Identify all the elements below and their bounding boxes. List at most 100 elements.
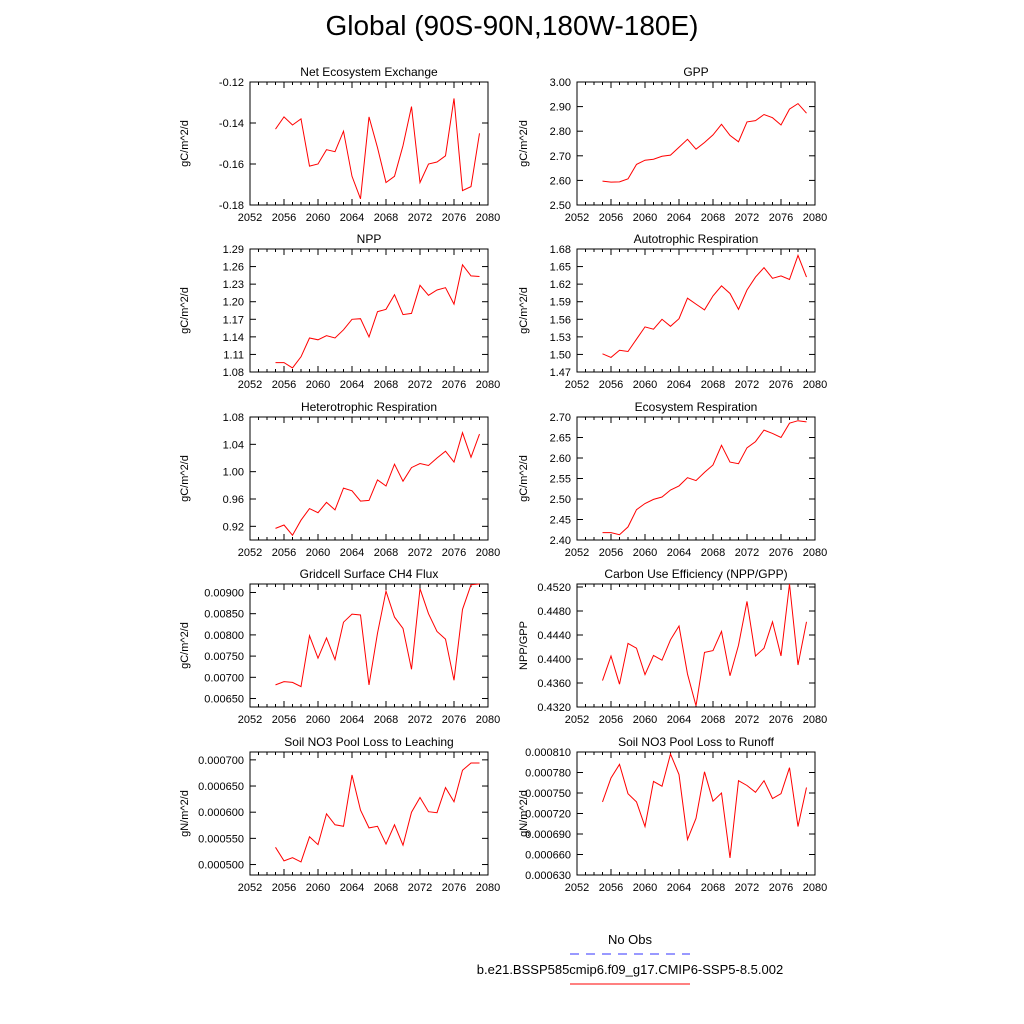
y-tick-label: 0.000780: [525, 768, 571, 780]
y-tick-label: 0.000630: [525, 870, 571, 882]
plot-frame: [249, 81, 489, 206]
x-tick-label: 2068: [374, 882, 398, 894]
chart-title: GPP: [683, 65, 708, 79]
chart-title: Heterotrophic Respiration: [301, 400, 437, 414]
plot-frame: [249, 416, 489, 541]
x-tick-label: 2052: [565, 714, 589, 726]
plot-frame: [249, 751, 489, 876]
y-tick-label: 0.00800: [204, 630, 244, 642]
x-tick-label: 2064: [340, 379, 364, 391]
chart-panel-7: Gridcell Surface CH4 Flux 2052 2056 2060 206…: [179, 567, 500, 726]
x-tick-label: 2064: [667, 379, 691, 391]
y-tick-label: 0.000700: [198, 755, 244, 767]
x-tick-label: 2076: [442, 714, 466, 726]
plot-frame: [576, 81, 816, 206]
x-tick-label: 2080: [803, 547, 827, 559]
y-tick-label: 2.40: [550, 535, 571, 547]
chart-panel-5: Heterotrophic Respiration 2052 2056 2060 206…: [179, 400, 500, 559]
x-tick-label: 2072: [735, 212, 759, 224]
y-tick-label: 1.56: [550, 314, 571, 326]
y-tick-label: 2.60: [550, 175, 571, 187]
y-tick-label: 0.000750: [525, 788, 571, 800]
x-tick-label: 2080: [476, 714, 500, 726]
x-tick-label: 2056: [599, 547, 623, 559]
y-tick-label: 1.00: [223, 467, 244, 479]
x-tick-label: 2056: [272, 714, 296, 726]
y-tick-label: 0.00750: [204, 651, 244, 663]
x-tick-label: 2052: [565, 212, 589, 224]
y-tick-label: 0.4520: [537, 582, 571, 594]
y-tick-label: 1.68: [550, 244, 571, 256]
y-axis-label: gC/m^2/d: [179, 622, 191, 669]
page-title: Global (90S-90N,180W-180E): [325, 10, 699, 41]
x-tick-label: 2080: [803, 212, 827, 224]
chart-title: Ecosystem Respiration: [635, 400, 758, 414]
plot-frame: [576, 583, 816, 708]
y-axis-label: gC/m^2/d: [179, 120, 191, 167]
x-tick-label: 2056: [272, 547, 296, 559]
y-tick-label: 1.23: [223, 279, 244, 291]
series-line: [275, 431, 480, 537]
y-axis-label: gC/m^2/d: [518, 287, 530, 334]
y-tick-label: -0.16: [219, 159, 244, 171]
x-tick-label: 2072: [735, 882, 759, 894]
y-tick-label: 1.53: [550, 332, 571, 344]
y-tick-label: 1.20: [223, 297, 244, 309]
y-tick-label: 0.000660: [525, 850, 571, 862]
y-axis-label: gC/m^2/d: [179, 287, 191, 334]
x-tick-label: 2068: [374, 714, 398, 726]
x-tick-label: 2064: [340, 714, 364, 726]
series-line: [602, 752, 807, 858]
x-tick-label: 2068: [701, 882, 725, 894]
chart-panel-4: Autotrophic Respiration 2052 2056 2060 2064 2…: [518, 232, 827, 391]
y-tick-label: 0.4440: [537, 630, 571, 642]
x-tick-label: 2064: [340, 212, 364, 224]
x-tick-label: 2052: [565, 379, 589, 391]
series-line: [275, 583, 480, 688]
chart-title: Soil NO3 Pool Loss to Leaching: [284, 735, 453, 749]
y-tick-label: 0.00650: [204, 694, 244, 706]
x-tick-label: 2068: [701, 547, 725, 559]
y-tick-label: 1.04: [223, 439, 244, 451]
legend-obs-label: No Obs: [607, 932, 653, 947]
plot-frame: [576, 751, 816, 876]
y-tick-label: 0.000810: [525, 747, 571, 759]
series-line: [275, 98, 480, 199]
x-tick-label: 2056: [272, 212, 296, 224]
y-tick-label: 0.4320: [537, 702, 571, 714]
y-tick-label: 1.17: [223, 314, 244, 326]
chart-panel-3: NPP 2052 2056 2060 2064 2068 2072 2076 2080 1.08 1…: [179, 232, 500, 391]
y-tick-label: 1.65: [550, 262, 571, 274]
y-tick-label: 1.26: [223, 262, 244, 274]
x-tick-label: 2072: [408, 714, 432, 726]
y-tick-label: 2.65: [550, 433, 571, 445]
x-tick-label: 2080: [476, 882, 500, 894]
x-tick-label: 2052: [238, 714, 262, 726]
x-tick-label: 2060: [306, 882, 330, 894]
y-tick-label: 1.08: [223, 412, 244, 424]
chart-title: NPP: [357, 232, 382, 246]
y-axis-label: gC/m^2/d: [179, 455, 191, 502]
y-tick-label: 0.000650: [198, 781, 244, 793]
y-tick-label: 2.60: [550, 453, 571, 465]
y-tick-label: 0.000600: [198, 807, 244, 819]
y-tick-label: 0.00700: [204, 672, 244, 684]
x-tick-label: 2052: [238, 882, 262, 894]
y-tick-label: 0.96: [223, 494, 244, 506]
y-tick-label: 1.14: [223, 332, 244, 344]
chart-panel-6: Ecosystem Respiration 2052 2056 2060 2064 206…: [518, 400, 827, 559]
x-tick-label: 2068: [701, 379, 725, 391]
x-tick-label: 2068: [374, 212, 398, 224]
x-tick-label: 2060: [306, 212, 330, 224]
x-tick-label: 2072: [408, 882, 432, 894]
y-tick-label: 0.000500: [198, 860, 244, 872]
y-tick-label: 2.45: [550, 515, 571, 527]
x-tick-label: 2080: [803, 714, 827, 726]
x-tick-label: 2060: [633, 212, 657, 224]
x-tick-label: 2052: [238, 547, 262, 559]
x-tick-label: 2056: [272, 882, 296, 894]
y-tick-label: 2.90: [550, 102, 571, 114]
x-tick-label: 2060: [633, 547, 657, 559]
series-line: [602, 253, 807, 358]
chart-panel-9: Soil NO3 Pool Loss to Leaching 2052 2056 20…: [179, 735, 500, 894]
